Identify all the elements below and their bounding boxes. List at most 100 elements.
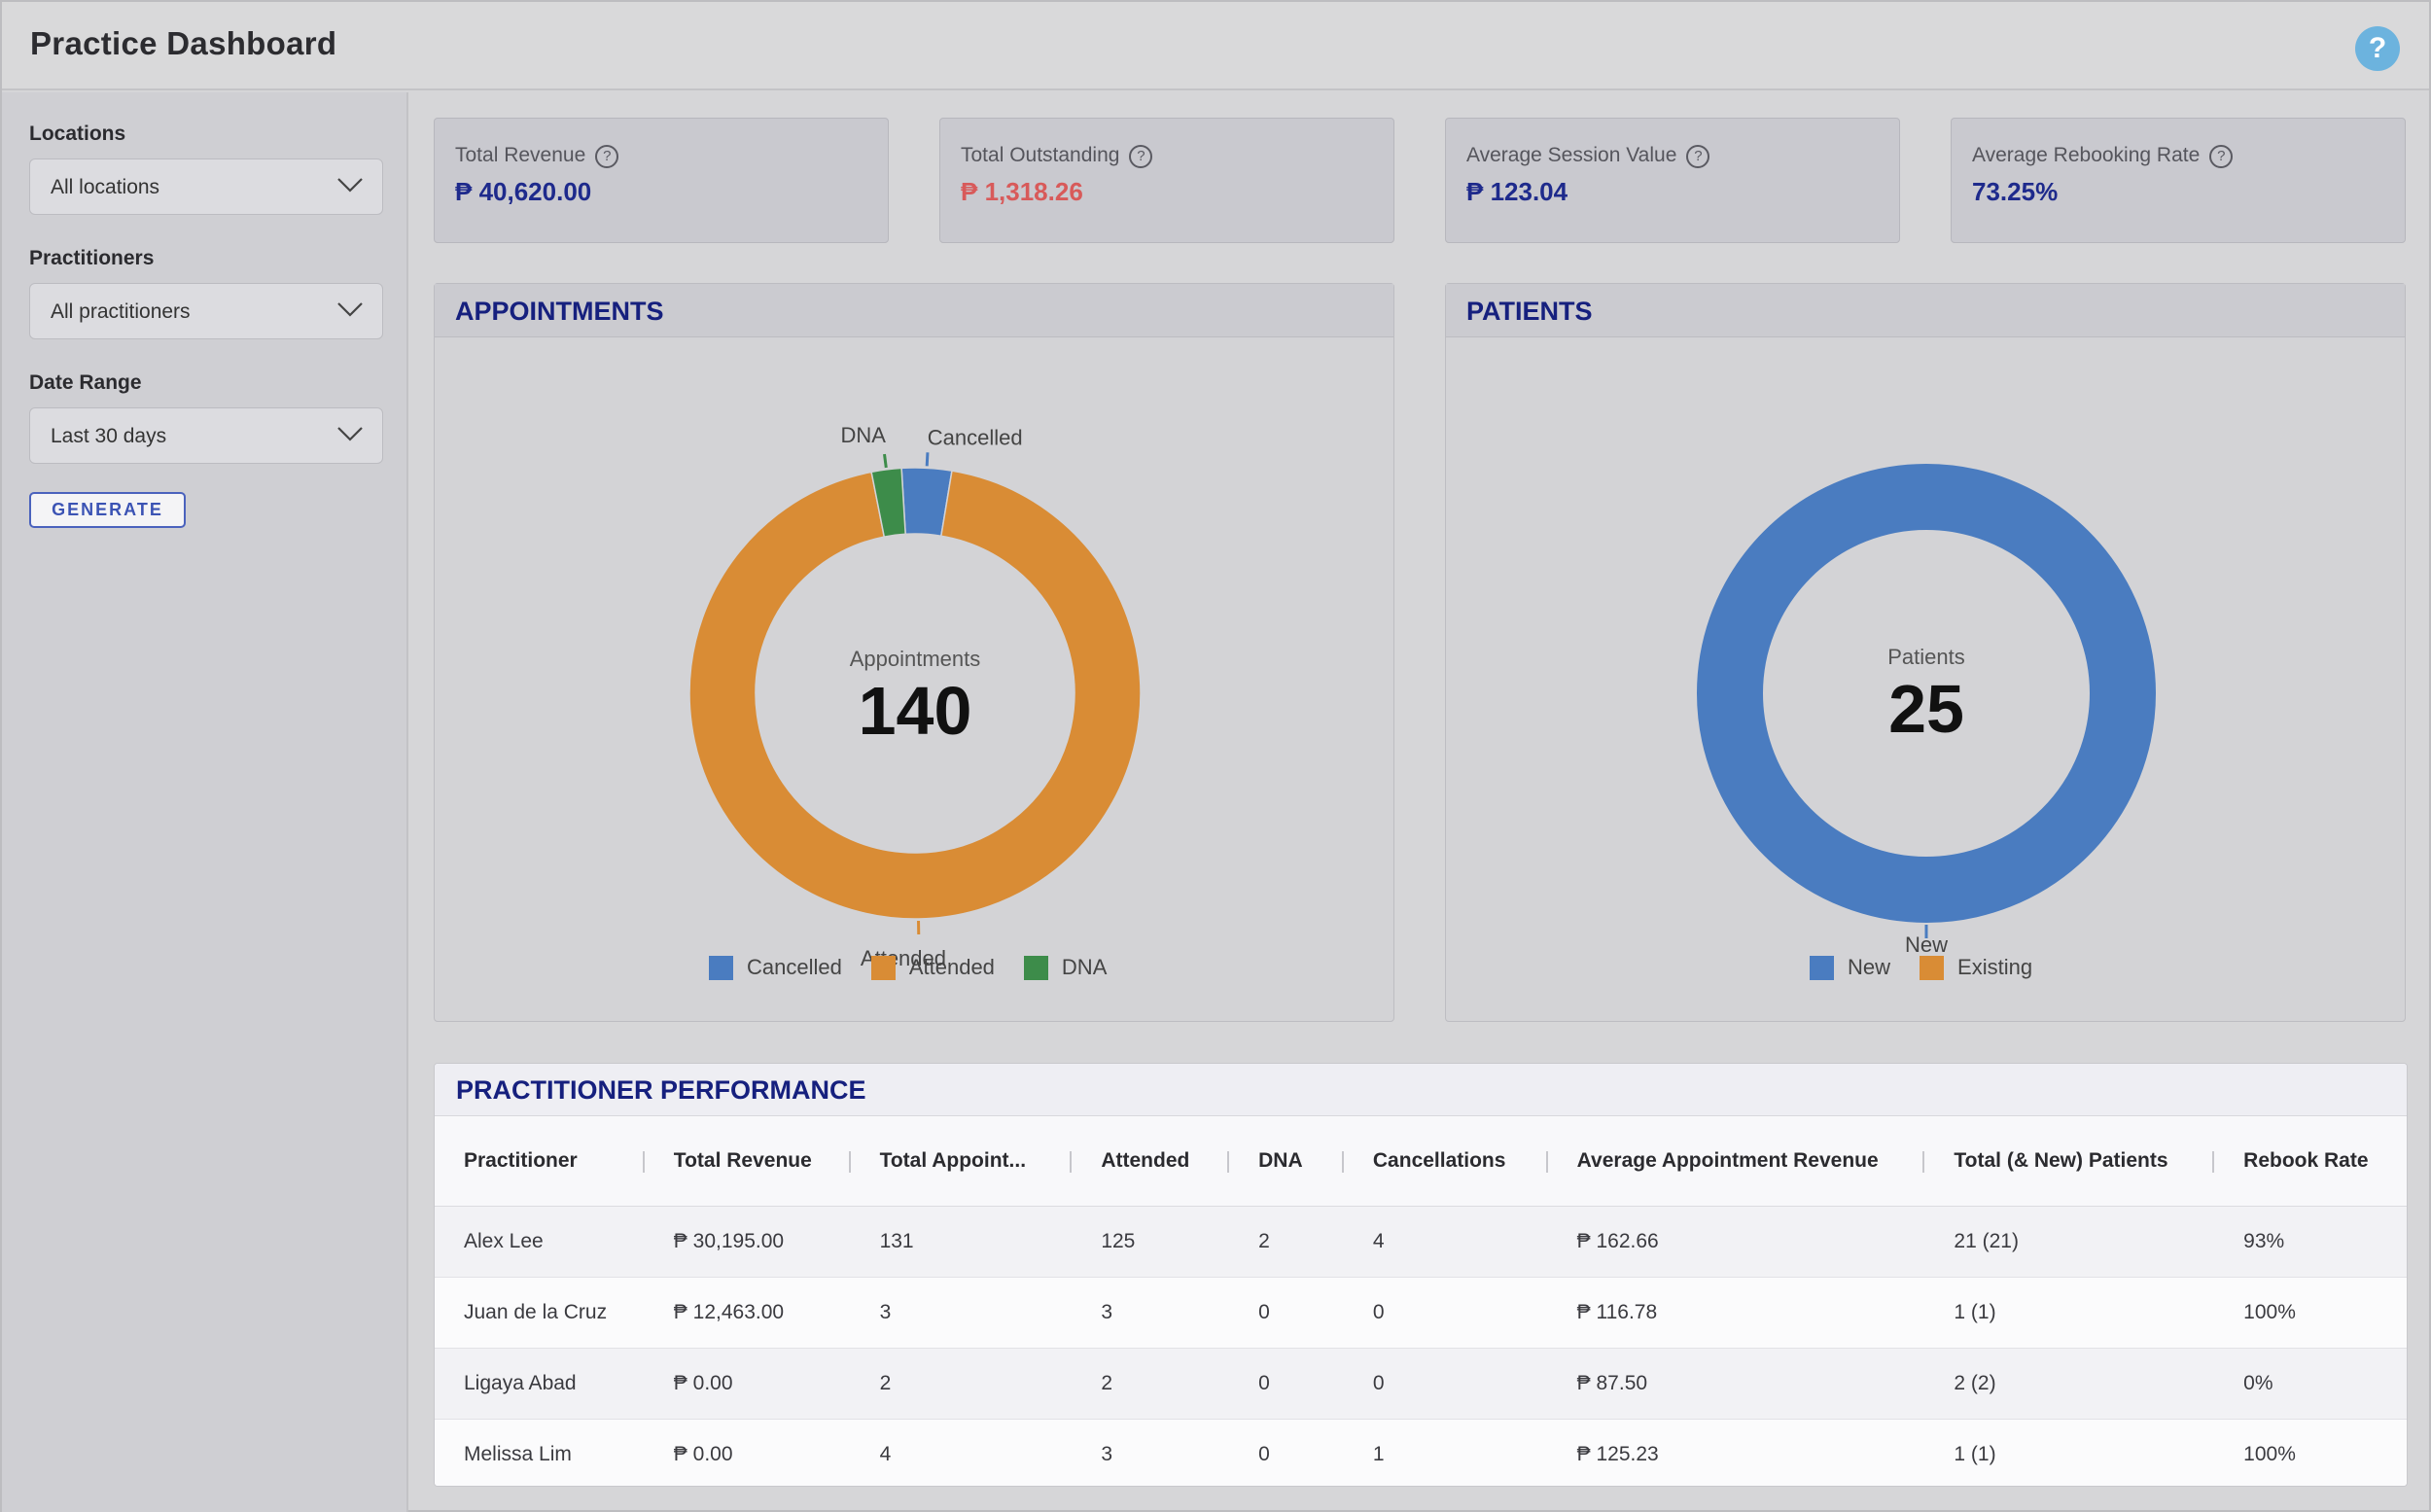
donut-slice-dna[interactable] [870, 467, 906, 538]
donut-slice-new[interactable] [1697, 464, 2156, 923]
chevron-down-icon [337, 178, 363, 193]
practitioners-value: All practitioners [51, 300, 191, 323]
question-circle-icon[interactable]: ? [1686, 145, 1710, 168]
patients-panel-header: PATIENTS [1446, 284, 2405, 337]
patients-center-value: 25 [1888, 671, 1964, 747]
table-row[interactable]: Ligaya Abad ₱ 0.00 2 2 0 0 ₱ 87.50 2 (2) 0% [435, 1348, 2407, 1420]
stat-label-wrap: Total Revenue? [455, 144, 619, 168]
table-cell: ₱ 30,195.00 [644, 1206, 851, 1278]
generate-button[interactable]: GENERATE [29, 492, 186, 528]
help-icon[interactable]: ? [2355, 26, 2400, 71]
column-header[interactable]: Total Appoint... [850, 1116, 1073, 1207]
date-range-value: Last 30 days [51, 425, 167, 447]
table-cell: ₱ 87.50 [1547, 1348, 1925, 1420]
column-separator[interactable] [1070, 1151, 1073, 1173]
legend-label: New [1848, 955, 1891, 979]
legend-label: DNA [1061, 955, 1108, 979]
table-cell: 3 [1072, 1277, 1230, 1349]
table-cell: 1 [1343, 1419, 1548, 1486]
legend-item-dna[interactable]: DNA [1023, 955, 1108, 980]
legend-label: Cancelled [747, 955, 842, 979]
stat-label: Total Revenue [455, 144, 586, 166]
legend-item-cancelled[interactable]: Cancelled [709, 955, 842, 980]
patients-panel: PATIENTS New Patients 25 New Existing [1445, 283, 2406, 1022]
patients-title: PATIENTS [1466, 297, 1593, 326]
column-header[interactable]: Cancellations [1343, 1116, 1548, 1207]
stat-value: 73.25% [1972, 177, 2059, 206]
column-separator[interactable] [1341, 1151, 1344, 1173]
date-range-select[interactable]: Last 30 days [29, 407, 383, 464]
chevron-down-icon [337, 427, 363, 441]
column-header[interactable]: Practitioner [435, 1116, 645, 1207]
patients-donut-chart: New Patients 25 [1697, 464, 2156, 957]
table-cell: 3 [850, 1277, 1073, 1349]
table-cell: 0 [1229, 1419, 1344, 1486]
practitioner-performance-panel: PRACTITIONER PERFORMANCE Practitioner Tot… [434, 1063, 2408, 1487]
column-header[interactable]: Total (& New) Patients [1924, 1116, 2215, 1207]
stat-card-average-session-value: Average Session Value? ₱ 123.04 [1445, 118, 1900, 243]
stat-value: ₱ 1,318.26 [961, 177, 1083, 206]
table-cell: 1 (1) [1924, 1419, 2215, 1486]
locations-select[interactable]: All locations [29, 158, 383, 215]
table-cell: 125 [1072, 1206, 1230, 1278]
stat-label: Average Rebooking Rate [1972, 144, 2201, 166]
practitioners-select[interactable]: All practitioners [29, 283, 383, 339]
table-cell: 0% [2214, 1348, 2407, 1420]
patients-center-label: Patients [1887, 645, 1965, 669]
table-cell: 2 (2) [1924, 1348, 2215, 1420]
legend-swatch [1810, 955, 1834, 980]
legend-item-existing[interactable]: Existing [1920, 955, 2032, 980]
table-cell: ₱ 0.00 [644, 1419, 851, 1486]
legend-item-new[interactable]: New [1810, 955, 1890, 980]
stat-card-total-revenue: Total Revenue? ₱ 40,620.00 [434, 118, 889, 243]
column-header-label: DNA [1258, 1148, 1303, 1172]
column-header[interactable]: Attended [1072, 1116, 1230, 1207]
column-header[interactable]: Average Appointment Revenue [1547, 1116, 1925, 1207]
appointments-center-label: Appointments [850, 647, 981, 671]
appointments-legend: Cancelled Attended DNA [709, 955, 1107, 980]
stat-label-wrap: Total Outstanding? [961, 144, 1153, 168]
column-separator[interactable] [1545, 1151, 1548, 1173]
table-cell: 100% [2214, 1419, 2407, 1486]
performance-title: PRACTITIONER PERFORMANCE [456, 1075, 866, 1105]
table-cell: 3 [1072, 1419, 1230, 1486]
column-separator[interactable] [848, 1151, 851, 1173]
column-separator[interactable] [1227, 1151, 1230, 1173]
column-header[interactable]: Rebook Rate [2214, 1116, 2407, 1207]
question-circle-icon[interactable]: ? [1129, 145, 1153, 168]
appointments-center-value: 140 [859, 673, 972, 749]
header-bar: Practice Dashboard ? [2, 2, 2429, 90]
table-cell: ₱ 162.66 [1547, 1206, 1925, 1278]
legend-swatch [709, 955, 733, 980]
question-circle-icon[interactable]: ? [2209, 145, 2234, 168]
date-range-label: Date Range [29, 371, 142, 394]
stat-value: ₱ 123.04 [1466, 177, 1568, 206]
performance-table: Practitioner Total Revenue Total Appoint..… [435, 1116, 2407, 1486]
donut-slice-attended[interactable] [688, 470, 1142, 920]
table-cell: 0 [1343, 1277, 1548, 1349]
column-separator[interactable] [1922, 1151, 1925, 1173]
legend-item-attended[interactable]: Attended [870, 955, 995, 980]
table-row[interactable]: Juan de la Cruz ₱ 12,463.00 3 3 0 0 ₱ 116.78 1 … [435, 1277, 2407, 1349]
appointments-panel: APPOINTMENTS Cancelled Attended DNA Appoin… [434, 283, 1394, 1022]
table-cell: 0 [1229, 1277, 1344, 1349]
table-cell: ₱ 12,463.00 [644, 1277, 851, 1349]
legend-label: Existing [1957, 955, 2033, 979]
table-cell: 1 (1) [1924, 1277, 2215, 1349]
column-header[interactable]: DNA [1229, 1116, 1344, 1207]
stat-label: Total Outstanding [961, 144, 1120, 166]
table-cell: 21 (21) [1924, 1206, 2215, 1278]
slice-label: New [1905, 932, 1948, 957]
column-separator[interactable] [642, 1151, 645, 1173]
table-cell: Juan de la Cruz [435, 1277, 645, 1349]
chevron-down-icon [337, 302, 363, 317]
callout-line [925, 452, 930, 467]
column-header[interactable]: Total Revenue [644, 1116, 851, 1207]
table-row[interactable]: Alex Lee ₱ 30,195.00 131 125 2 4 ₱ 162.66 21 (2… [435, 1206, 2407, 1278]
slice-label: DNA [841, 423, 887, 447]
column-separator[interactable] [2212, 1151, 2215, 1173]
table-row[interactable]: Melissa Lim ₱ 0.00 4 3 0 1 ₱ 125.23 1 (1) 100% [435, 1419, 2407, 1486]
question-circle-icon[interactable]: ? [595, 145, 619, 168]
table-cell: ₱ 116.78 [1547, 1277, 1925, 1349]
